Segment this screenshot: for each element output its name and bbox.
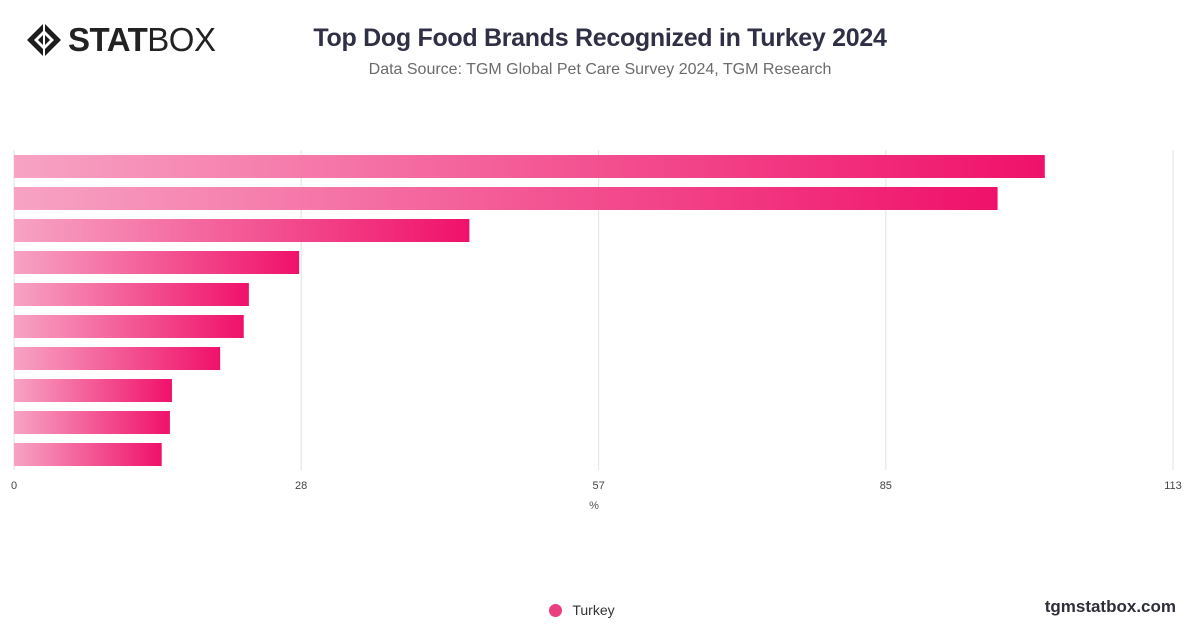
bar[interactable] [14,187,998,210]
x-axis-label: % [589,500,599,512]
bar[interactable] [14,315,244,338]
x-tick-label: 0 [11,480,17,492]
bar[interactable] [14,283,249,306]
x-tick-label: 28 [295,480,307,492]
logo-light-text: BOX [147,21,216,58]
bars [14,155,1045,466]
logo-wordmark: STATBOX [68,21,216,58]
statbox-logo: STATBOX [26,21,216,58]
bar[interactable] [14,347,221,370]
logo-bold-text: STAT [68,21,148,58]
x-tick-label: 113 [1164,480,1182,492]
x-tick-label: 85 [880,480,892,492]
bar[interactable] [14,379,172,402]
x-tick-label: 57 [593,480,605,492]
bar[interactable] [14,443,162,466]
legend: Turkey [0,602,1200,618]
footer-site: tgmstatbox.com [1044,597,1176,616]
bar[interactable] [14,219,470,242]
bar[interactable] [14,251,300,274]
bar[interactable] [14,155,1045,178]
diamond-logo-icon [27,23,61,57]
chart-subtitle: Data Source: TGM Global Pet Care Survey … [368,61,832,78]
bar[interactable] [14,411,170,434]
legend-label: Turkey [572,602,615,618]
x-axis-ticks: 0 28 57 85 113 [11,480,1182,492]
legend-marker [549,603,563,617]
chart-title: Top Dog Food Brands Recognized in Turkey… [313,24,887,52]
